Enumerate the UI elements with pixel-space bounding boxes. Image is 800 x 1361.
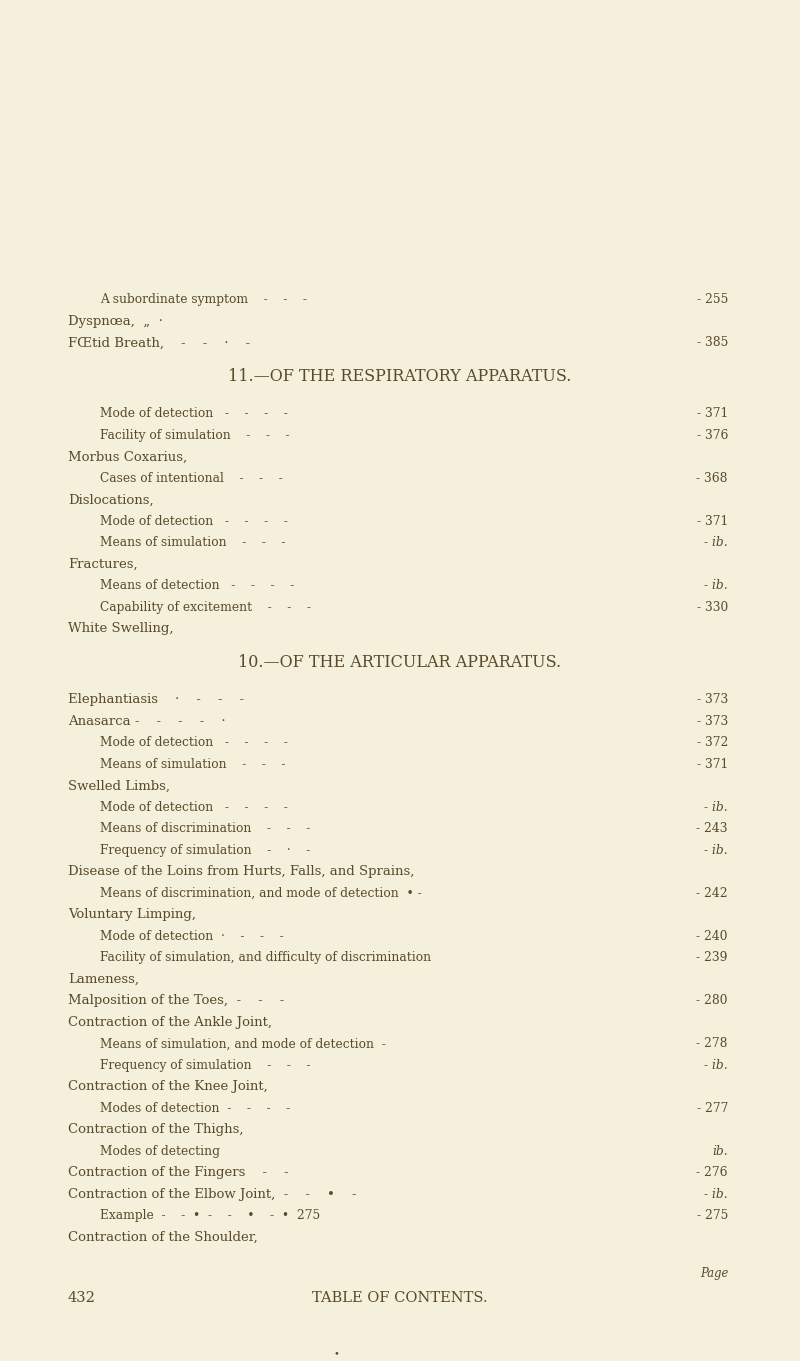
Text: Cases of intentional    -    -    -: Cases of intentional - - - [100,472,282,485]
Text: - 330: - 330 [697,600,728,614]
Text: Facility of simulation    -    -    -: Facility of simulation - - - [100,429,290,442]
Text: Modes of detection  -    -    -    -: Modes of detection - - - - [100,1102,290,1115]
Text: Example  -    -  •  -    -    •    -  •  275: Example - - • - - • - • 275 [100,1210,320,1222]
Text: - ib.: - ib. [704,1188,728,1200]
Text: TABLE OF CONTENTS.: TABLE OF CONTENTS. [312,1292,488,1305]
Text: - ib.: - ib. [704,844,728,857]
Text: Morbus Coxarius,: Morbus Coxarius, [68,450,187,463]
Text: Voluntary Limping,: Voluntary Limping, [68,908,196,921]
Text: Modes of detecting: Modes of detecting [100,1145,220,1158]
Text: Mode of detection  ·    -    -    -: Mode of detection · - - - [100,930,284,943]
Text: White Swelling,: White Swelling, [68,622,174,636]
Text: - 280: - 280 [697,995,728,1007]
Text: - 373: - 373 [697,715,728,728]
Text: - 371: - 371 [697,514,728,528]
Text: Means of simulation, and mode of detection  -: Means of simulation, and mode of detecti… [100,1037,386,1051]
Text: - 278: - 278 [697,1037,728,1051]
Text: - 242: - 242 [696,887,728,900]
Text: Means of discrimination, and mode of detection  • -: Means of discrimination, and mode of det… [100,887,422,900]
Text: - 385: - 385 [697,336,728,350]
Text: Facility of simulation, and difficulty of discrimination: Facility of simulation, and difficulty o… [100,951,431,965]
Text: - 277: - 277 [697,1102,728,1115]
Text: Anasarca -    -    -    -    ·: Anasarca - - - - · [68,715,226,728]
Text: Elephantiasis    ·    -    -    -: Elephantiasis · - - - [68,693,244,706]
Text: ib.: ib. [712,1145,728,1158]
Text: Capability of excitement    -    -    -: Capability of excitement - - - [100,600,311,614]
Text: Mode of detection   -    -    -    -: Mode of detection - - - - [100,407,288,421]
Text: Dislocations,: Dislocations, [68,493,154,506]
Text: - 372: - 372 [697,736,728,750]
Text: Means of detection   -    -    -    -: Means of detection - - - - [100,580,294,592]
Text: Fractures,: Fractures, [68,558,138,570]
Text: 10.—OF THE ARTICULAR APPARATUS.: 10.—OF THE ARTICULAR APPARATUS. [238,653,562,671]
Text: Malposition of the Toes,  -    -    -: Malposition of the Toes, - - - [68,995,284,1007]
Text: A subordinate symptom    -    -    -: A subordinate symptom - - - [100,294,307,306]
Text: Mode of detection   -    -    -    -: Mode of detection - - - - [100,736,288,750]
Text: Contraction of the Elbow Joint,  -    -    •    -: Contraction of the Elbow Joint, - - • - [68,1188,357,1200]
Text: - 371: - 371 [697,758,728,770]
Text: - 376: - 376 [697,429,728,442]
Text: Means of simulation    -    -    -: Means of simulation - - - [100,758,286,770]
Text: Contraction of the Ankle Joint,: Contraction of the Ankle Joint, [68,1015,272,1029]
Text: - 255: - 255 [697,294,728,306]
Text: FŒtid Breath,    -    -    ·    -: FŒtid Breath, - - · - [68,336,250,350]
Text: - 371: - 371 [697,407,728,421]
Text: Means of simulation    -    -    -: Means of simulation - - - [100,536,286,550]
Text: Contraction of the Shoulder,: Contraction of the Shoulder, [68,1230,258,1244]
Text: - 239: - 239 [697,951,728,965]
Text: Dyspnœa,  „  ·: Dyspnœa, „ · [68,314,163,328]
Text: - 275: - 275 [697,1210,728,1222]
Text: - ib.: - ib. [704,536,728,550]
Text: Frequency of simulation    -    -    -: Frequency of simulation - - - [100,1059,310,1072]
Text: Contraction of the Fingers    -    -: Contraction of the Fingers - - [68,1166,289,1179]
Text: Mode of detection   -    -    -    -: Mode of detection - - - - [100,800,288,814]
Text: 432: 432 [68,1292,96,1305]
Text: - 240: - 240 [697,930,728,943]
Text: 11.—OF THE RESPIRATORY APPARATUS.: 11.—OF THE RESPIRATORY APPARATUS. [228,367,572,385]
Text: Disease of the Loins from Hurts, Falls, and Sprains,: Disease of the Loins from Hurts, Falls, … [68,866,414,878]
Text: - 373: - 373 [697,693,728,706]
Text: Swelled Limbs,: Swelled Limbs, [68,780,170,792]
Text: - ib.: - ib. [704,580,728,592]
Text: •: • [333,1349,339,1358]
Text: Frequency of simulation    -    ·    -: Frequency of simulation - · - [100,844,310,857]
Text: Page: Page [700,1267,728,1281]
Text: - 243: - 243 [697,822,728,836]
Text: Means of discrimination    -    -    -: Means of discrimination - - - [100,822,310,836]
Text: - ib.: - ib. [704,800,728,814]
Text: - ib.: - ib. [704,1059,728,1072]
Text: - 276: - 276 [697,1166,728,1179]
Text: Contraction of the Thighs,: Contraction of the Thighs, [68,1123,243,1136]
Text: - 368: - 368 [697,472,728,485]
Text: Mode of detection   -    -    -    -: Mode of detection - - - - [100,514,288,528]
Text: Contraction of the Knee Joint,: Contraction of the Knee Joint, [68,1081,268,1093]
Text: Lameness,: Lameness, [68,973,139,985]
